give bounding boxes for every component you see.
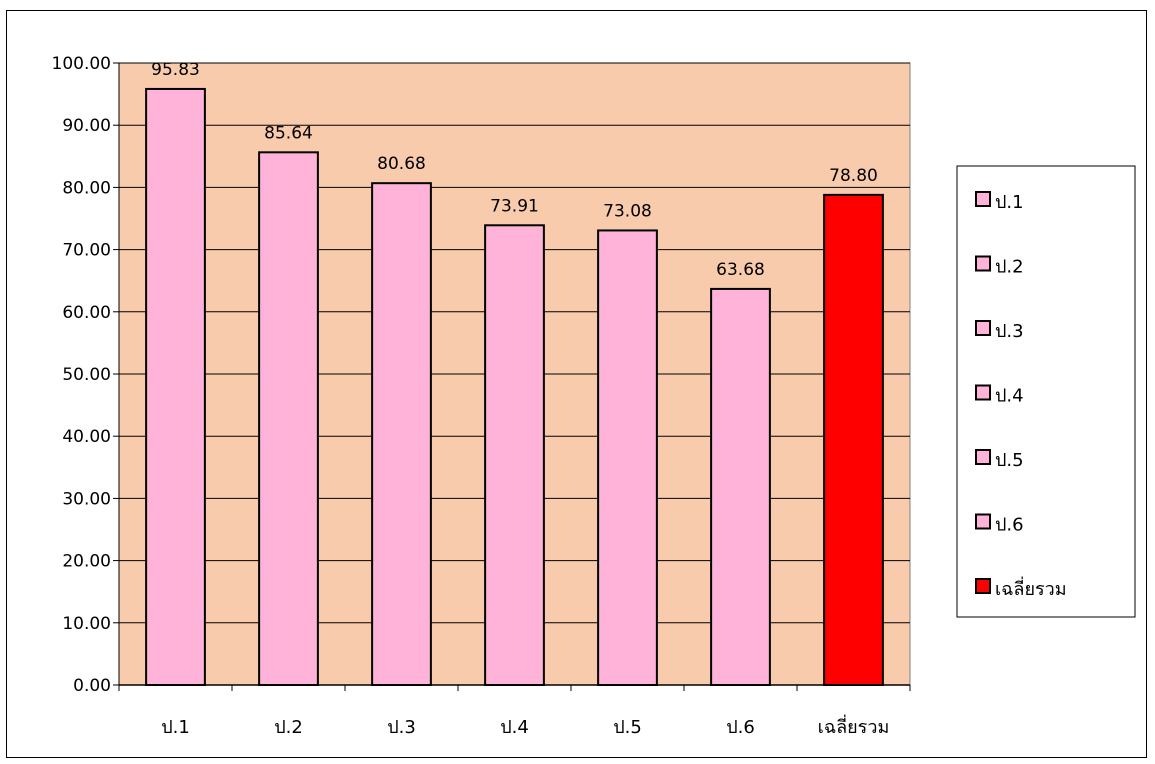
y-tick-label: 50.00 bbox=[62, 365, 111, 385]
legend-swatch bbox=[975, 578, 991, 594]
legend-label: ป.3 bbox=[995, 321, 1024, 342]
x-tick-label: ป.1 bbox=[161, 717, 190, 738]
y-tick-label: 20.00 bbox=[62, 552, 111, 572]
data-label: 85.64 bbox=[264, 123, 313, 143]
y-tick-label: 100.00 bbox=[52, 54, 111, 74]
bar-chart: 0.00 10.00 20.00 30.00 40.00 50.00 60.00 70.00 8… bbox=[52, 54, 1136, 738]
y-tick-label: 40.00 bbox=[62, 427, 111, 447]
legend: ป.1 ป.2 ป.3 ป.4 ป.5 ป.6 เฉลี่ยรวม bbox=[956, 165, 1136, 618]
legend-swatch bbox=[975, 384, 991, 401]
legend-swatch bbox=[975, 320, 991, 336]
data-label: 73.91 bbox=[490, 196, 539, 216]
x-axis: ป.1 ป.2 ป.3 ป.4 ป.5 ป.6 เฉลี่ยรวม bbox=[118, 684, 911, 738]
y-tick-label: 0.00 bbox=[73, 676, 111, 696]
bar-4 bbox=[484, 224, 545, 687]
y-tick-label: 60.00 bbox=[62, 303, 111, 323]
legend-swatch bbox=[975, 449, 991, 465]
data-label: 95.83 bbox=[151, 60, 200, 80]
y-axis-ticks: 0.00 10.00 20.00 30.00 40.00 50.00 60.00 70.00 8… bbox=[52, 54, 120, 696]
legend-label: ป.4 bbox=[995, 386, 1024, 407]
legend-label: ป.6 bbox=[995, 515, 1024, 536]
data-labels: 95.83 85.64 80.68 73.91 73.08 63.68 78.80 bbox=[151, 60, 878, 280]
x-tick-label: ป.5 bbox=[613, 717, 642, 738]
legend-label: ป.5 bbox=[995, 450, 1024, 471]
x-tick-label: ป.4 bbox=[500, 717, 529, 738]
bar-1 bbox=[145, 87, 206, 687]
data-label: 73.08 bbox=[603, 201, 652, 221]
legend-swatch bbox=[975, 513, 991, 530]
x-tick-label: ป.6 bbox=[726, 717, 755, 738]
gridlines bbox=[119, 62, 910, 624]
bar-3 bbox=[371, 182, 432, 686]
bar-7 bbox=[823, 193, 884, 686]
y-tick-label: 70.00 bbox=[62, 241, 111, 261]
x-tick-label: ป.3 bbox=[387, 717, 416, 738]
legend-label: เฉลี่ยรวม bbox=[995, 576, 1067, 600]
y-tick-label: 80.00 bbox=[62, 178, 111, 198]
bars bbox=[145, 87, 884, 687]
bar-5 bbox=[597, 229, 658, 686]
bar-2 bbox=[258, 151, 319, 686]
legend-swatch bbox=[975, 255, 991, 272]
legend-label: ป.2 bbox=[995, 257, 1024, 278]
data-label: 80.68 bbox=[377, 154, 426, 174]
chart-frame: 0.00 10.00 20.00 30.00 40.00 50.00 60.00 70.00 8… bbox=[6, 10, 1147, 758]
x-tick-label: ป.2 bbox=[274, 717, 303, 738]
bar-6 bbox=[710, 287, 771, 686]
y-tick-label: 90.00 bbox=[62, 116, 111, 136]
x-tick-label: เฉลี่ยรวม bbox=[818, 714, 890, 738]
y-tick-label: 10.00 bbox=[62, 614, 111, 634]
data-label: 63.68 bbox=[716, 260, 765, 280]
y-tick-label: 30.00 bbox=[62, 489, 111, 509]
legend-swatch bbox=[975, 191, 991, 207]
data-label: 78.80 bbox=[829, 166, 878, 186]
legend-label: ป.1 bbox=[995, 192, 1024, 213]
